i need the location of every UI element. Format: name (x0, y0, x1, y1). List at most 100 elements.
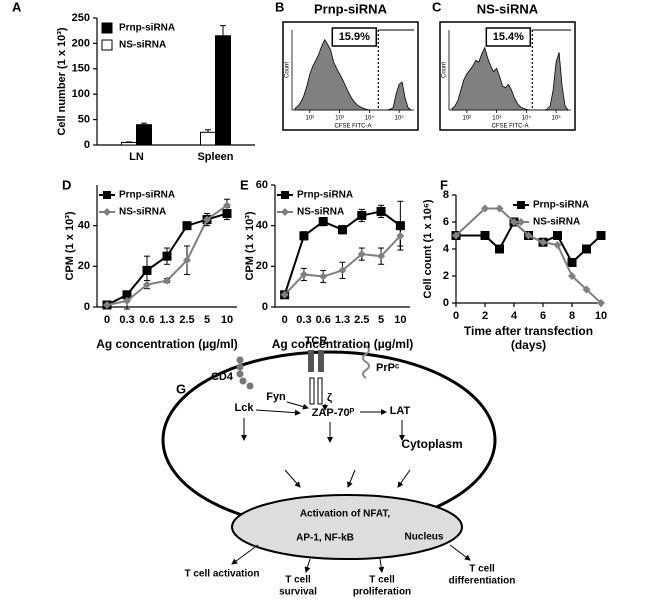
y-tick-label: 20 (256, 260, 268, 272)
arrow (304, 558, 311, 573)
x-tick-label: 0 (104, 314, 110, 326)
marker (281, 208, 289, 216)
arrow (347, 469, 356, 488)
legend-label: Prnp-siRNA (119, 23, 175, 34)
y-tick-label: 250 (72, 12, 90, 24)
marker (517, 201, 525, 209)
x-axis-label: Time after transfection (464, 324, 593, 338)
series-line (456, 220, 602, 265)
x-tick-label: 0 (453, 310, 459, 322)
arrow (255, 409, 301, 416)
marker (517, 218, 525, 226)
outcome: T cell activation (184, 569, 259, 580)
y-tick-label: 0 (84, 139, 90, 151)
label: Fyn (266, 391, 286, 403)
bar (200, 131, 216, 146)
label: CD4 (211, 371, 234, 383)
marker (377, 252, 386, 261)
bar (121, 141, 137, 146)
marker (582, 244, 591, 254)
cd4-domain (239, 377, 247, 385)
chart-title: NS-siRNA (477, 1, 539, 16)
chart-title: Prnp-siRNA (314, 1, 388, 16)
marker (162, 251, 172, 261)
y-axis-label: CPM (1 x 10³) (64, 211, 76, 280)
gate-label: 15.9% (339, 31, 370, 43)
gate-label: 15.4% (493, 31, 524, 43)
label: Nucleus (405, 532, 444, 543)
marker (567, 258, 577, 267)
x-tick-label: 6 (540, 310, 546, 322)
panel-label: A (12, 0, 22, 14)
tcr-zeta (317, 377, 323, 405)
cd4 (236, 356, 254, 390)
x-tick-label: 2.5 (354, 314, 369, 326)
marker (123, 296, 131, 305)
tcr-chain (318, 350, 324, 372)
tcr-chain (308, 350, 314, 372)
cd4-domain (246, 382, 254, 390)
y-tick-label: 100 (72, 88, 90, 100)
y-tick-label: 60 (256, 179, 268, 191)
marker (396, 231, 405, 240)
marker (568, 272, 576, 280)
x-tick-label: 10³ (335, 116, 344, 122)
y-tick-label: 0 (84, 301, 90, 313)
marker (281, 191, 289, 199)
marker (481, 204, 489, 213)
arrow (284, 469, 301, 488)
marker (299, 270, 308, 279)
marker (318, 217, 328, 227)
marker (103, 191, 111, 199)
marker (223, 201, 231, 210)
marker (163, 276, 171, 285)
bar (215, 35, 231, 146)
histogram-area (451, 46, 569, 111)
y-tick-label: 150 (72, 63, 90, 75)
diagram: G TCR CD4 PrPᶜ Fyn Lck ZAP-70ᴾ ζ LAT Cyt… (161, 335, 515, 598)
x-tick-label: 2.5 (179, 314, 194, 326)
x-tick-label: 4 (511, 310, 518, 322)
series-line (455, 207, 602, 304)
y-tick-label: 8 (443, 189, 449, 201)
y-tick-label: 2 (443, 270, 449, 282)
y-tick-label: 4 (443, 243, 450, 255)
x-tick-label: LN (129, 151, 144, 163)
marker (596, 231, 606, 240)
marker (183, 256, 191, 265)
marker (103, 208, 111, 216)
arrow (449, 544, 471, 561)
marker (280, 290, 289, 299)
x-tick-label: 10⁵ (395, 115, 405, 122)
legend-label: NS-siRNA (119, 207, 166, 218)
y-tick-label: 40 (256, 220, 268, 232)
gate-box (485, 27, 532, 47)
y-axis-label: Count (285, 62, 291, 78)
frame (439, 21, 576, 131)
cd4-domain (236, 356, 244, 364)
marker (338, 266, 347, 275)
arrow (286, 401, 309, 410)
label: Activation of NFAT, (300, 509, 391, 520)
cd4-domain (236, 363, 244, 371)
legend-swatch (101, 39, 113, 51)
x-tick-label: 10⁵ (552, 115, 562, 122)
marker (319, 272, 328, 281)
marker (452, 231, 460, 240)
arrows (231, 401, 471, 573)
x-axis-label: CFSE FITC-A (335, 124, 372, 130)
y-axis-label: Cell count (1 x 10⁶) (422, 199, 434, 299)
nucleus (231, 494, 463, 560)
bar (136, 124, 152, 146)
marker (357, 211, 367, 220)
y-tick-label: 6 (443, 216, 449, 228)
legend-label: Prnp-siRNA (119, 190, 175, 201)
cd4-domain (236, 370, 244, 378)
marker (524, 231, 533, 240)
marker (143, 280, 151, 289)
y-axis-label: Count (442, 62, 448, 78)
outcome: T cell (285, 575, 311, 586)
tcr-zeta (309, 377, 315, 405)
legend-label: NS-siRNA (533, 217, 580, 228)
